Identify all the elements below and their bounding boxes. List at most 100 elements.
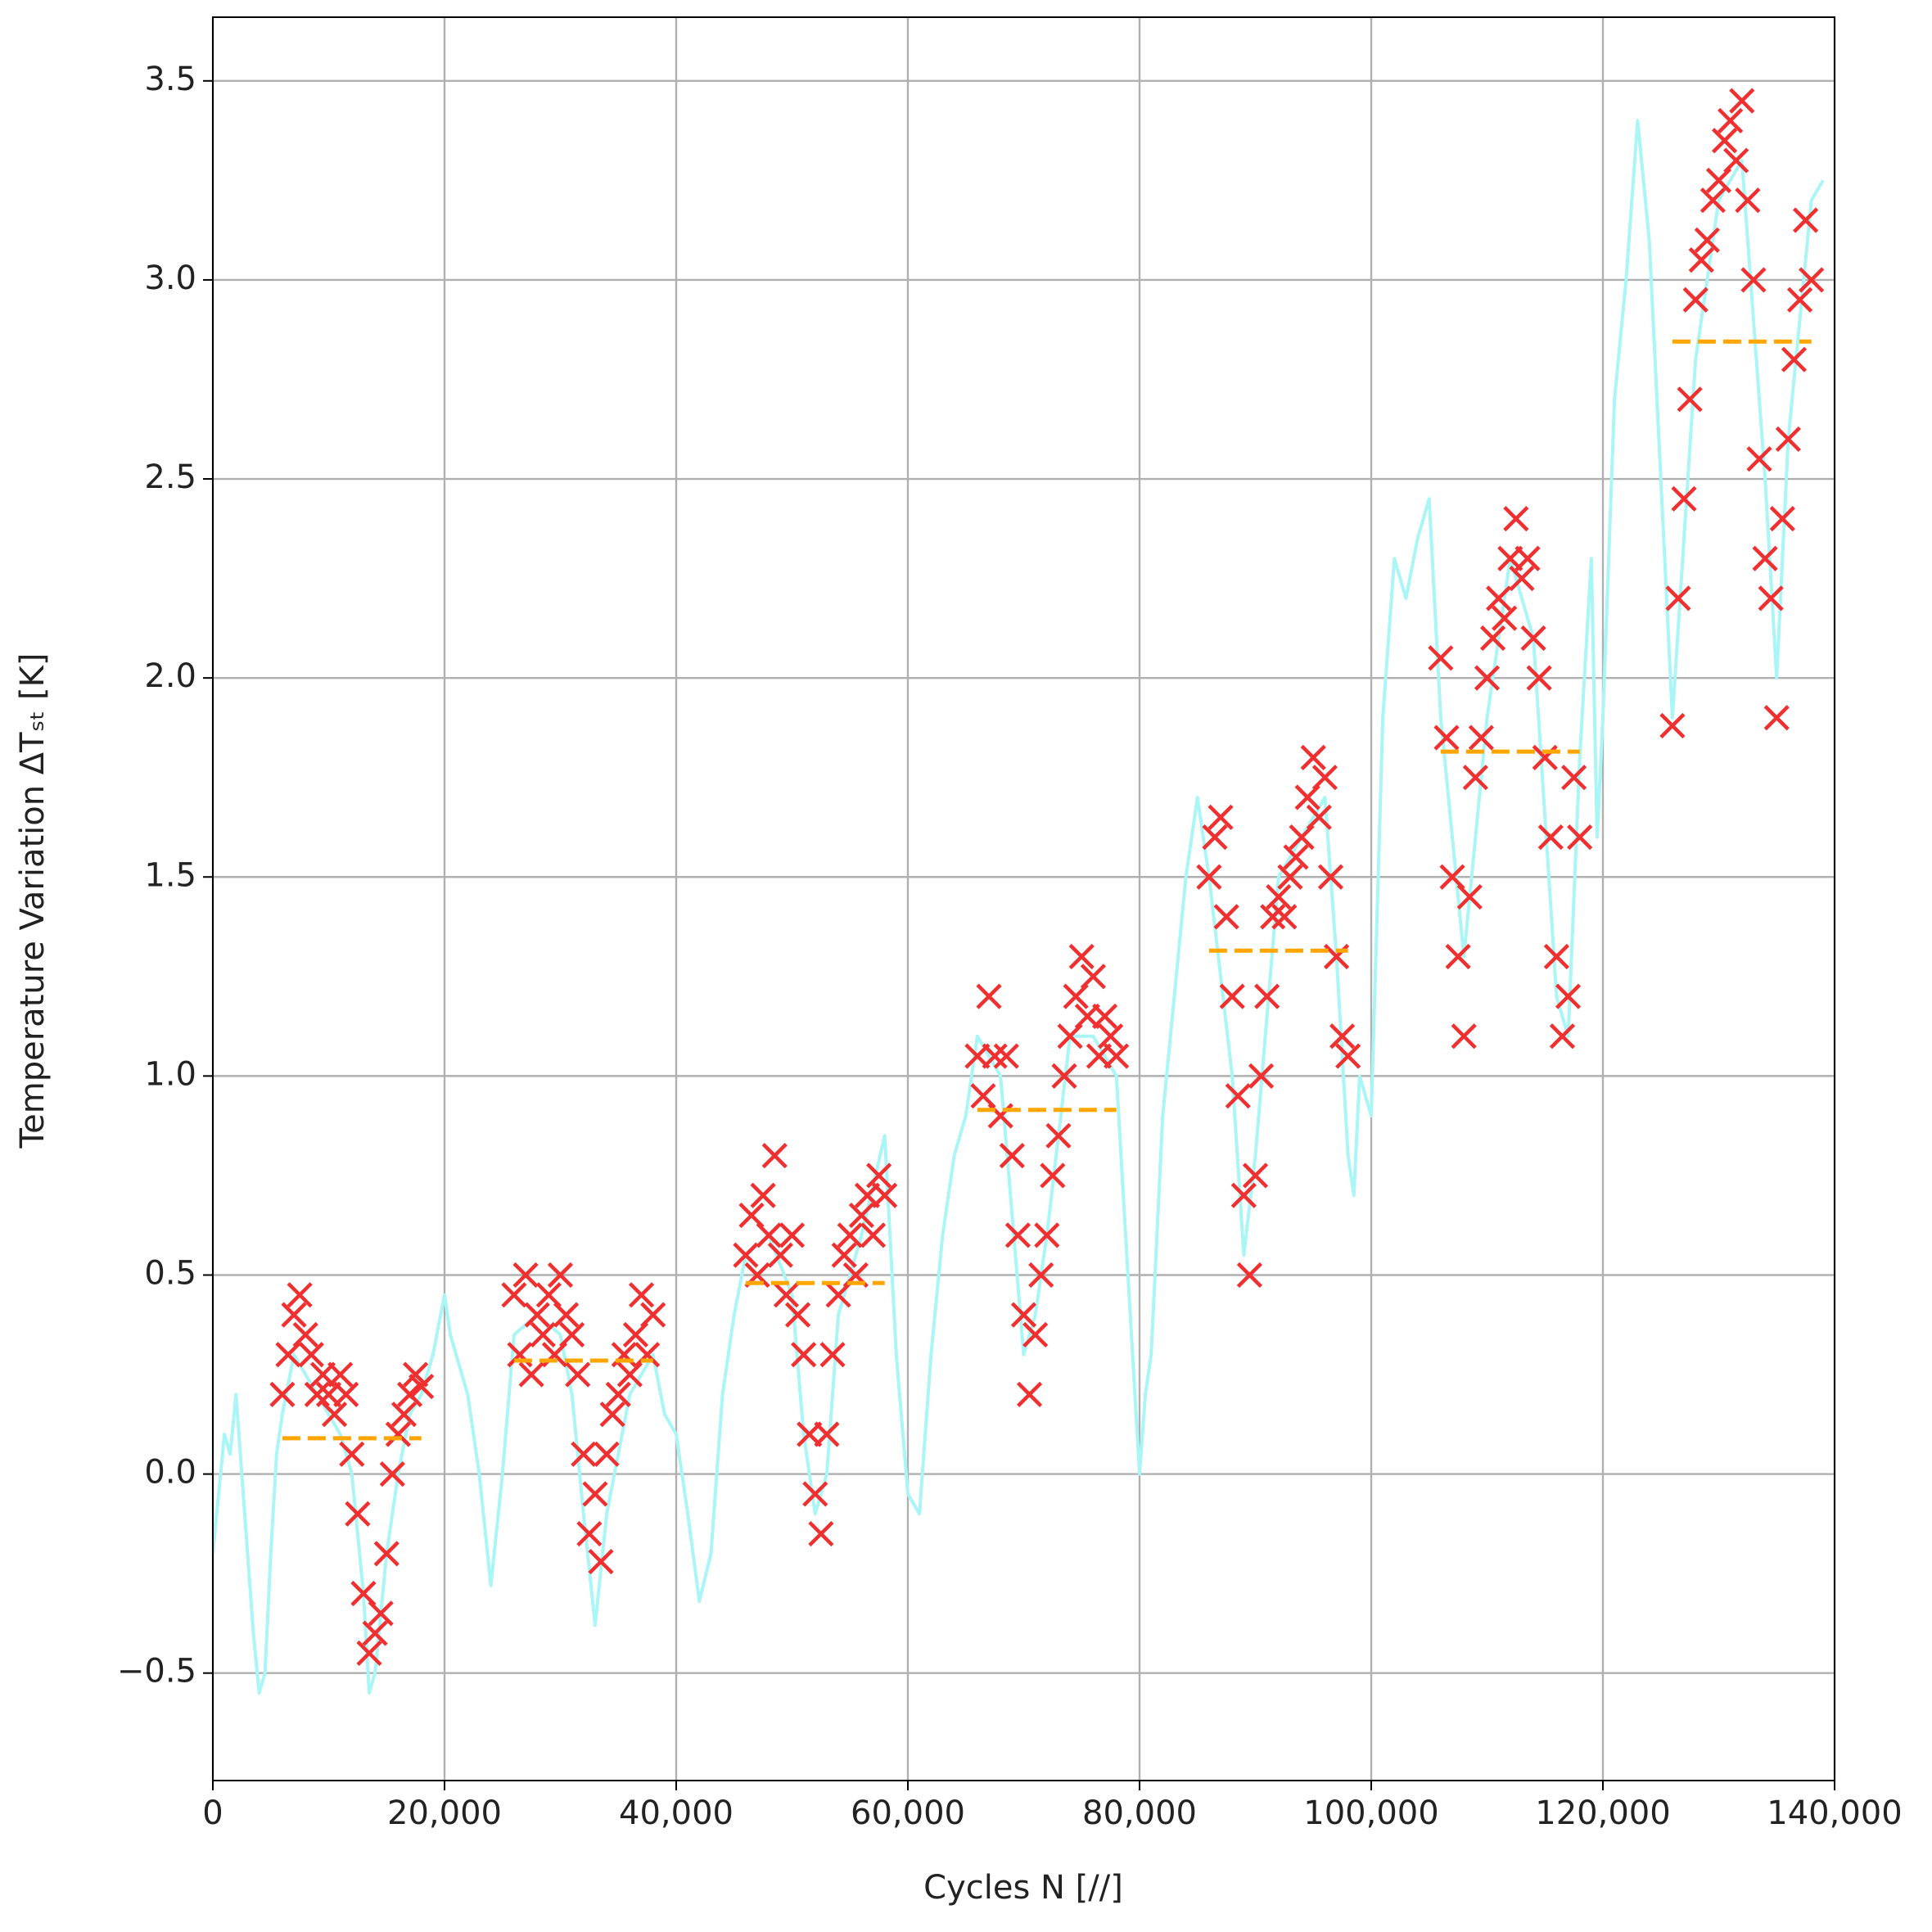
point [1080,964,1106,990]
point [379,1461,405,1487]
point [1068,943,1095,970]
point [1735,187,1761,214]
point [512,1262,539,1289]
point [1549,1023,1576,1050]
point [1016,1381,1043,1407]
point [767,1242,793,1268]
axes-frame [212,16,1835,1781]
point [1004,1222,1031,1248]
point [1665,585,1691,612]
grid [211,17,1836,1781]
x-tick-label: 0 [202,1794,223,1832]
point [1283,844,1309,870]
point [1492,605,1518,631]
point [982,1043,1008,1069]
point [605,1381,631,1407]
point [576,1520,603,1547]
point [368,1600,394,1627]
point [1718,107,1744,134]
point [784,1302,811,1328]
point [1451,1023,1477,1050]
point [530,1321,556,1348]
point [872,1182,898,1208]
x-tick-label: 100,000 [1303,1794,1438,1832]
point [1271,904,1298,930]
point [1202,824,1228,851]
point [1208,804,1234,830]
point [611,1342,637,1368]
point [396,1381,423,1407]
point [1242,1162,1269,1189]
point [1028,1262,1054,1289]
point [1266,883,1292,910]
point [999,1143,1025,1169]
point [1503,506,1529,532]
point [1479,625,1506,652]
point [733,1242,759,1268]
point [501,1282,527,1308]
point [385,1421,411,1447]
point [1335,1043,1361,1069]
point [1659,712,1686,739]
point [1045,1122,1072,1149]
point [1230,1182,1257,1208]
point [1682,287,1709,313]
point [1474,665,1501,691]
point [1254,983,1280,1009]
point [1799,267,1825,293]
line [282,339,1812,1441]
point [1532,744,1558,770]
point [1248,1063,1275,1089]
y-tick-label: 3.0 [144,260,196,297]
point [356,1640,382,1667]
point [976,983,1002,1009]
point [362,1620,388,1646]
point [1509,565,1535,592]
x-tick-label: 140,000 [1767,1794,1902,1832]
x-axis-label: Cycles N [//] [923,1869,1123,1907]
point [518,1361,544,1388]
point [1700,187,1727,214]
point [1520,625,1546,652]
point [802,1481,828,1507]
point [281,1302,307,1328]
point [1723,147,1749,174]
x-tick-label: 120,000 [1535,1794,1670,1832]
point [1196,864,1222,890]
x-tick-label: 40,000 [619,1794,734,1832]
point [808,1520,834,1547]
point [819,1342,846,1368]
point [1098,1023,1124,1050]
point [373,1541,399,1567]
point [993,1043,1019,1069]
point [1769,506,1795,532]
point [594,1441,620,1467]
point [1537,824,1564,851]
point [1462,765,1488,791]
point [1671,485,1697,512]
point [1567,824,1593,851]
point [860,1222,887,1248]
point [1694,227,1720,253]
y-tick-label: 2.5 [144,458,196,496]
point [1688,247,1714,273]
point [1091,1003,1118,1030]
point [1543,943,1569,970]
point [1468,724,1495,751]
point [1236,1262,1263,1289]
y-tick-label: 0.0 [144,1454,196,1492]
point [559,1321,585,1348]
point [634,1342,661,1368]
line [213,119,1825,1695]
point [987,1103,1013,1129]
point [269,1381,296,1407]
point [1746,446,1772,472]
point [761,1143,788,1169]
point [1051,1063,1077,1089]
y-tick-label: −0.5 [117,1653,196,1690]
point [333,1381,359,1407]
y-axis-label: Temperature Variation ΔTₛₜ [K] [14,653,52,1149]
point [1277,864,1303,890]
point [831,1242,857,1268]
